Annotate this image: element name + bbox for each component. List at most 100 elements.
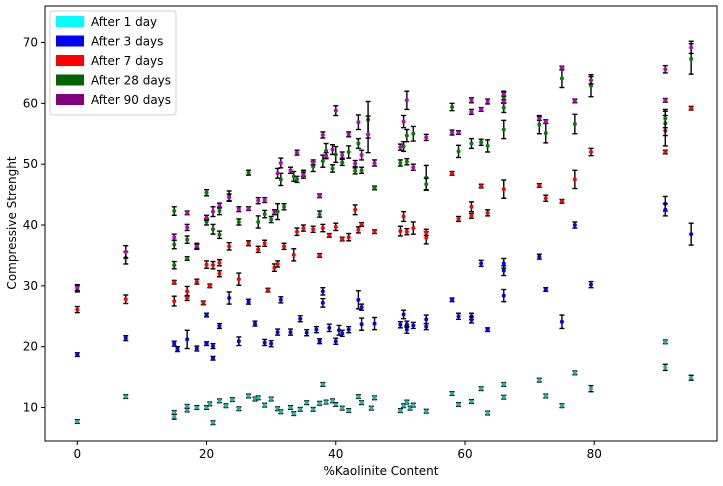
data-point <box>311 164 316 169</box>
data-point <box>559 319 564 324</box>
data-point <box>356 227 361 232</box>
data-point <box>314 327 319 332</box>
data-point <box>572 177 577 182</box>
data-point <box>689 232 694 237</box>
data-point <box>311 227 316 232</box>
data-point <box>275 209 280 214</box>
data-point <box>501 382 506 387</box>
data-point <box>295 177 299 182</box>
data-point <box>372 321 377 326</box>
legend-label: After 90 days <box>91 93 171 107</box>
data-point <box>469 204 474 209</box>
data-point <box>501 268 506 273</box>
y-tick-label: 40 <box>23 218 38 232</box>
data-point <box>404 322 409 327</box>
data-point <box>404 229 409 234</box>
data-point <box>356 141 361 146</box>
data-point <box>401 119 406 124</box>
data-point <box>333 402 338 407</box>
data-point <box>265 288 270 293</box>
data-point <box>223 403 228 408</box>
data-point <box>450 130 455 135</box>
data-point <box>424 182 429 187</box>
data-point <box>411 165 416 170</box>
data-point <box>456 130 461 135</box>
data-point <box>311 160 316 165</box>
data-point <box>185 404 190 409</box>
legend-label: After 28 days <box>91 74 171 88</box>
data-point <box>572 370 577 375</box>
x-tick-label: 60 <box>457 447 472 461</box>
data-point <box>346 327 351 332</box>
data-point <box>424 324 429 329</box>
legend-label: After 7 days <box>91 54 163 68</box>
data-point <box>537 116 542 121</box>
data-point <box>359 168 364 173</box>
data-point <box>194 279 199 284</box>
data-point <box>75 285 80 290</box>
data-point <box>211 420 215 425</box>
data-point <box>340 406 345 411</box>
data-point <box>282 244 287 249</box>
data-point <box>353 207 358 212</box>
data-point <box>246 393 251 398</box>
data-point <box>450 171 455 176</box>
data-point <box>175 347 180 352</box>
data-point <box>469 109 474 114</box>
data-point <box>404 98 409 103</box>
data-point <box>172 280 177 285</box>
data-point <box>501 261 506 266</box>
data-point <box>172 410 177 415</box>
data-point <box>589 386 593 391</box>
data-point <box>456 149 461 154</box>
data-point <box>275 261 280 266</box>
data-point <box>172 263 177 268</box>
data-point <box>479 261 484 266</box>
data-point <box>75 419 80 424</box>
data-point <box>217 398 222 403</box>
data-point <box>689 45 694 50</box>
data-point <box>356 120 361 125</box>
data-point <box>230 397 235 402</box>
data-point <box>479 140 484 145</box>
data-point <box>366 132 371 137</box>
data-point <box>217 260 222 265</box>
data-point <box>172 414 177 419</box>
data-point <box>185 210 190 215</box>
x-axis-label: %Kaolinite Content <box>324 464 439 478</box>
data-point <box>172 299 177 304</box>
data-point <box>185 337 190 342</box>
data-point <box>572 98 577 103</box>
data-point <box>450 391 455 396</box>
data-point <box>485 210 490 215</box>
data-point <box>401 144 406 149</box>
data-point <box>485 99 490 104</box>
data-point <box>236 219 241 224</box>
data-point <box>404 327 409 332</box>
data-point <box>324 400 329 405</box>
data-point <box>372 185 377 190</box>
data-point <box>194 244 199 249</box>
data-point <box>346 235 351 240</box>
legend-swatch <box>56 74 84 86</box>
legend-label: After 3 days <box>91 35 163 49</box>
data-point <box>217 209 222 214</box>
data-point <box>211 209 215 214</box>
data-point <box>194 405 199 410</box>
x-tick-label: 0 <box>73 447 81 461</box>
x-tick-label: 80 <box>587 447 602 461</box>
data-point <box>320 159 325 164</box>
data-point <box>327 233 332 238</box>
data-point <box>411 323 416 328</box>
legend-label: After 1 day <box>91 15 157 29</box>
data-point <box>262 198 267 203</box>
data-point <box>359 400 364 405</box>
data-point <box>236 406 241 411</box>
x-tick-label: 20 <box>199 447 214 461</box>
data-point <box>424 409 429 414</box>
data-point <box>663 116 668 121</box>
legend-entries: After 1 day After 3 days After 7 days After… <box>56 15 171 107</box>
data-point <box>301 226 306 231</box>
data-point <box>411 403 416 408</box>
x-tick-label: 40 <box>328 447 343 461</box>
